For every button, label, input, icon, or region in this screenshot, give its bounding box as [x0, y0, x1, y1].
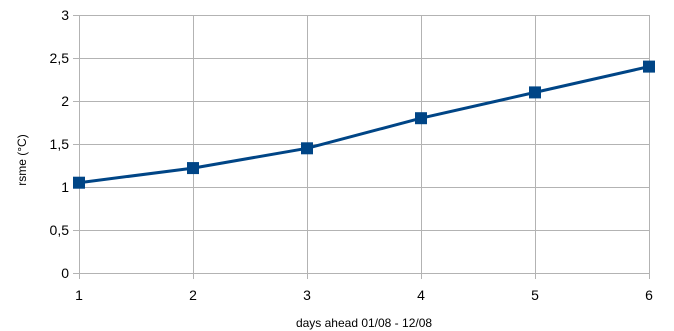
data-point-marker — [73, 176, 85, 189]
x-tick-label: 3 — [303, 287, 311, 303]
y-tick-label: 1,5 — [50, 136, 70, 152]
y-tick-label: 0,5 — [50, 222, 70, 238]
y-tick-label: 2,5 — [50, 50, 70, 66]
x-axis-title: days ahead 01/08 - 12/08 — [296, 316, 432, 330]
x-tick-label: 2 — [189, 287, 197, 303]
y-tick-label: 1 — [61, 179, 69, 195]
data-point-marker — [529, 86, 541, 99]
x-tick-label: 6 — [645, 287, 653, 303]
y-axis-title: rsme (°C) — [15, 134, 29, 185]
x-tick-label: 5 — [531, 287, 539, 303]
x-tick-label: 1 — [75, 287, 83, 303]
data-point-marker — [643, 60, 655, 73]
series-line — [78, 65, 650, 185]
grid-lines — [73, 15, 650, 279]
y-tick-label: 3 — [61, 7, 69, 23]
y-tick-label: 0 — [61, 265, 69, 281]
data-point-marker — [301, 142, 313, 155]
data-point-marker — [415, 112, 427, 125]
y-tick-labels: 0 0,5 1 1,5 2 2,5 3 — [50, 7, 70, 281]
series-group — [73, 60, 655, 189]
y-tick-label: 2 — [61, 93, 69, 109]
data-point-marker — [187, 162, 199, 175]
x-tick-labels: 1 2 3 4 5 6 — [75, 287, 653, 303]
x-tick-label: 4 — [417, 287, 425, 303]
